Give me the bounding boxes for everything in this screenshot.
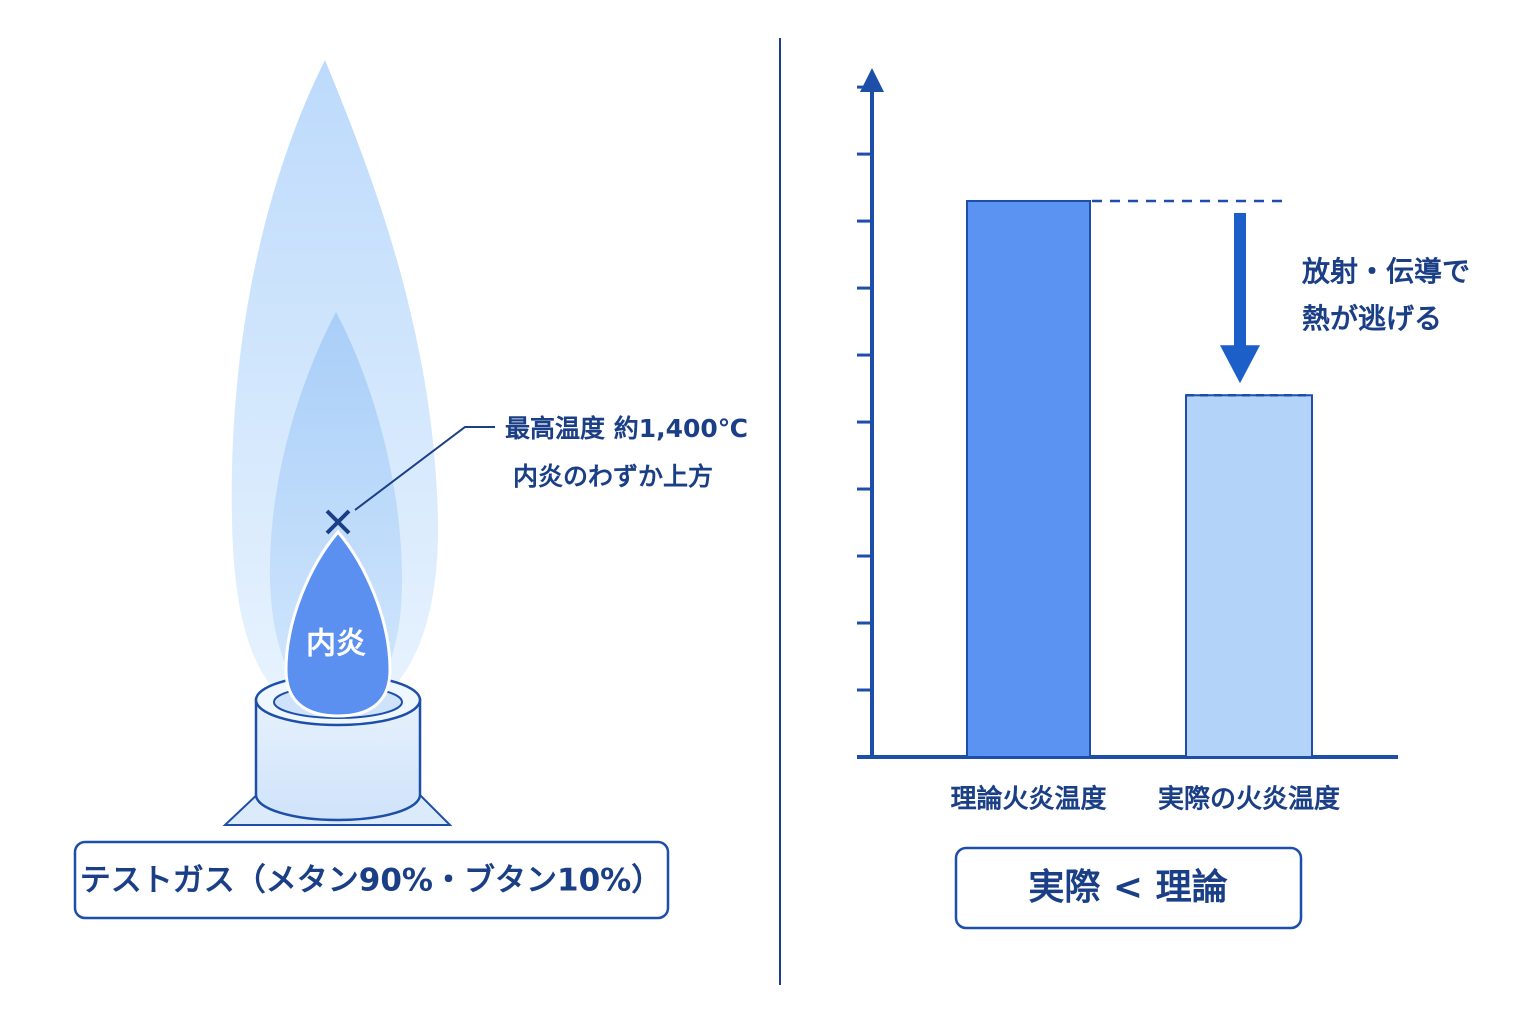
caption: テストガス（メタン90%・ブタン10%） xyxy=(80,863,662,899)
loss-annotation: 熱が逃げる xyxy=(1302,302,1442,335)
bar xyxy=(966,199,1091,758)
inner-flame xyxy=(284,529,392,718)
annotation-line: 内炎のわずか上方 xyxy=(513,462,713,491)
caption-box xyxy=(73,840,670,920)
annotation-line: 最高温度 約1,400℃ xyxy=(505,414,748,443)
leader-line xyxy=(354,426,495,511)
x-tick-label: 理論火炎温度 xyxy=(950,784,1106,815)
hottest-point-marker xyxy=(325,509,351,535)
comparison: 実際 < 理論 xyxy=(1028,867,1227,908)
x-tick-label: 実際の火炎温度 xyxy=(1158,784,1340,815)
loss-annotation: 放射・伝導で xyxy=(1301,255,1470,288)
comparison-box xyxy=(954,846,1303,930)
bar xyxy=(1185,394,1313,758)
loss-arrow-head xyxy=(1220,345,1260,384)
burner-body xyxy=(254,698,422,822)
inner-flame-label: 内炎 xyxy=(306,627,366,662)
flame-illustration: 内炎 最高温度 約1,400℃ 内炎のわずか上方 テストガス（メタン90%・ブタ… xyxy=(73,60,748,920)
loss-arrow-shaft xyxy=(1234,212,1246,348)
